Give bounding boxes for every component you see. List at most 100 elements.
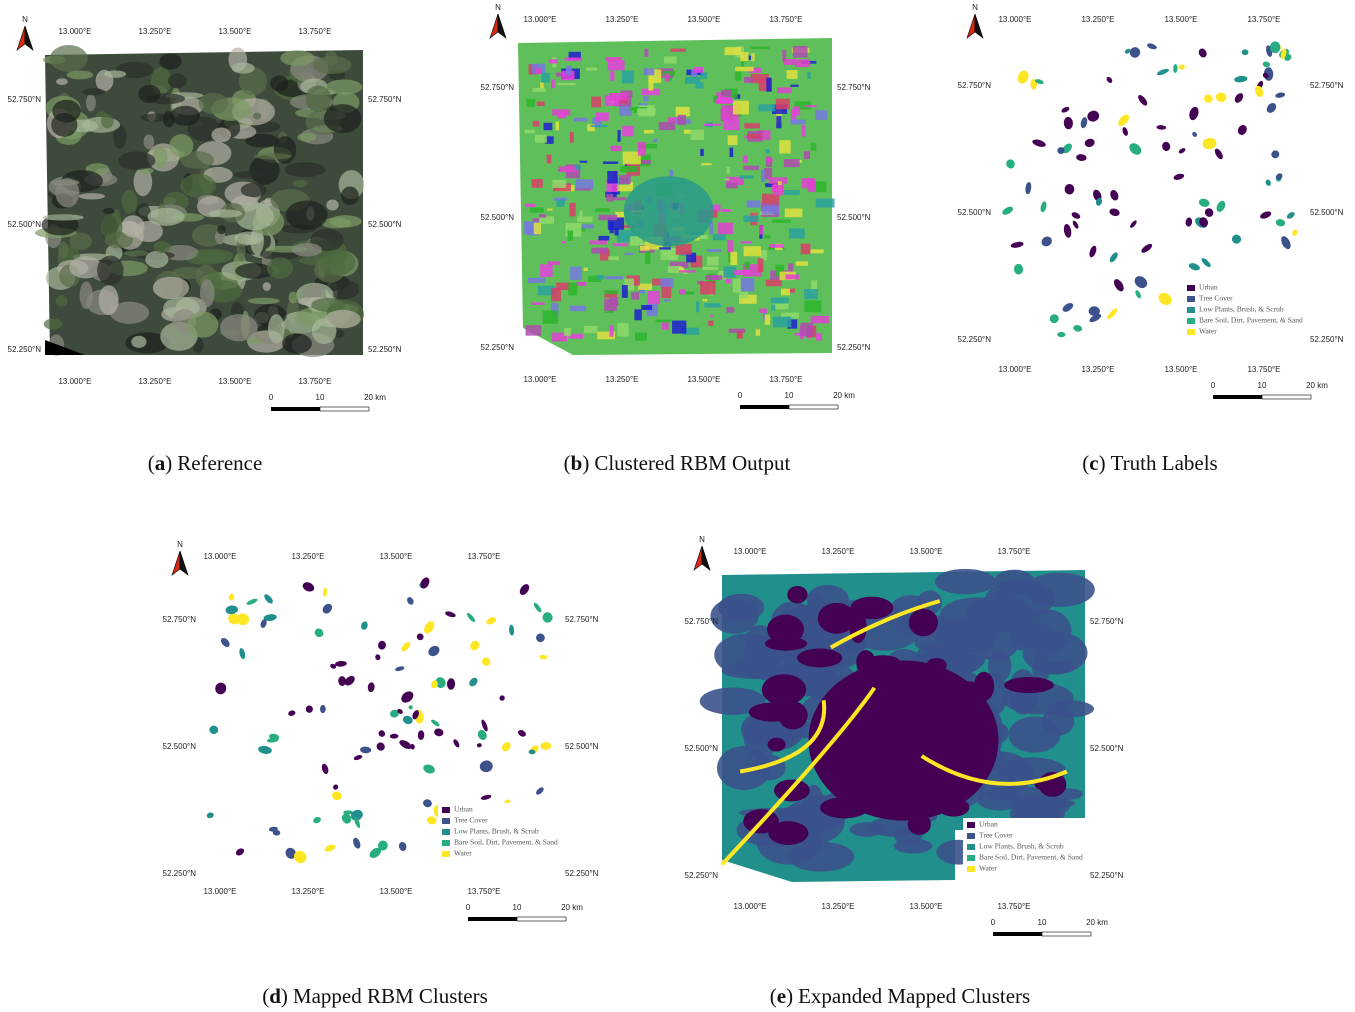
terrain xyxy=(170,106,200,126)
scale-label: 0 xyxy=(269,393,274,402)
legend-label: Urban xyxy=(454,805,473,814)
north-arrow xyxy=(975,14,983,38)
label-patch xyxy=(1270,149,1281,160)
cluster xyxy=(648,291,660,304)
label-patch xyxy=(225,605,238,615)
cluster xyxy=(784,159,800,167)
label-patch xyxy=(206,812,214,819)
legend-label: Urban xyxy=(979,820,998,829)
label-patch xyxy=(1039,201,1047,213)
cluster xyxy=(786,274,800,279)
lat-label: 52.750°N xyxy=(685,617,719,626)
cluster xyxy=(528,278,545,283)
lat-label: 52.250°N xyxy=(1090,871,1124,880)
cluster xyxy=(726,279,732,283)
label-patch xyxy=(1128,45,1143,60)
north-label: N xyxy=(972,3,978,12)
terrain xyxy=(42,214,83,220)
label-patch xyxy=(1203,207,1215,219)
terrain xyxy=(248,298,280,304)
cluster xyxy=(701,73,707,80)
cluster xyxy=(795,59,810,67)
lon-label: 13.500°E xyxy=(379,552,412,561)
cluster xyxy=(595,208,609,212)
label-patch xyxy=(1072,220,1080,230)
cluster xyxy=(805,105,817,107)
cluster xyxy=(733,101,749,115)
label-patch xyxy=(1064,184,1074,195)
cluster xyxy=(761,170,765,182)
terrain xyxy=(121,215,144,237)
cluster xyxy=(635,332,647,340)
legend-label: Low Plants, Brush, & Scrub xyxy=(1199,305,1284,314)
cluster xyxy=(580,161,588,163)
cluster xyxy=(606,194,613,202)
cluster xyxy=(733,279,741,293)
north-arrow xyxy=(702,546,710,570)
lat-label: 52.250°N xyxy=(685,871,719,880)
lon-label: 13.750°E xyxy=(298,377,331,386)
caption-part: e xyxy=(777,984,786,1008)
cluster xyxy=(535,135,547,143)
label-patch xyxy=(263,593,275,605)
cluster xyxy=(611,146,622,151)
scale-label: 20 km xyxy=(833,391,855,400)
cluster xyxy=(669,256,675,259)
cluster xyxy=(758,258,764,272)
lon-label: 13.000°E xyxy=(58,27,91,36)
label-patch xyxy=(1215,199,1227,213)
cluster xyxy=(705,275,722,279)
cluster xyxy=(609,93,627,101)
lon-label: 13.500°E xyxy=(1164,365,1197,374)
urban-area xyxy=(1004,677,1054,693)
cluster xyxy=(785,209,803,218)
cluster xyxy=(802,125,806,137)
label-patch xyxy=(1215,91,1228,103)
lon-label: 13.000°E xyxy=(523,15,556,24)
label-patch xyxy=(1185,217,1192,227)
legend-swatch xyxy=(442,807,450,813)
label-patch xyxy=(1136,94,1148,108)
legend-swatch xyxy=(1187,329,1195,335)
cluster xyxy=(700,149,704,156)
cluster xyxy=(641,160,651,164)
label-patch xyxy=(498,694,506,702)
cluster xyxy=(556,200,564,207)
label-patch xyxy=(480,794,491,801)
cluster xyxy=(784,190,800,195)
cluster xyxy=(622,71,634,84)
terrain xyxy=(313,56,352,74)
urban-area xyxy=(856,650,875,675)
cluster xyxy=(525,204,536,207)
terrain xyxy=(326,199,338,210)
cluster xyxy=(776,116,781,128)
cluster xyxy=(584,326,597,333)
cluster xyxy=(779,140,790,153)
label-patch xyxy=(1134,289,1142,299)
lon-label: 13.250°E xyxy=(821,902,854,911)
cluster xyxy=(790,120,806,125)
urban-area xyxy=(765,637,807,651)
terrain xyxy=(168,74,187,89)
label-patch xyxy=(398,738,413,751)
scale-bar xyxy=(993,932,1042,936)
legend-label: Urban xyxy=(1199,283,1218,292)
cluster xyxy=(540,264,553,277)
caption-part: a xyxy=(155,451,166,475)
cluster xyxy=(704,303,721,307)
lon-label: 13.750°E xyxy=(1247,365,1280,374)
legend-swatch xyxy=(442,818,450,824)
cluster xyxy=(815,110,827,120)
scale-label: 10 xyxy=(1038,918,1047,927)
cluster xyxy=(711,315,714,317)
label-patch xyxy=(1198,197,1211,208)
lon-label: 13.500°E xyxy=(379,887,412,896)
legend-label: Low Plants, Brush, & Scrub xyxy=(979,842,1064,851)
label-patch xyxy=(374,654,381,661)
label-patch xyxy=(1259,210,1272,220)
label-patch xyxy=(305,705,314,714)
terrain xyxy=(311,298,346,312)
north-arrow xyxy=(172,551,180,575)
scale-label: 10 xyxy=(513,903,522,912)
terrain xyxy=(124,250,149,256)
